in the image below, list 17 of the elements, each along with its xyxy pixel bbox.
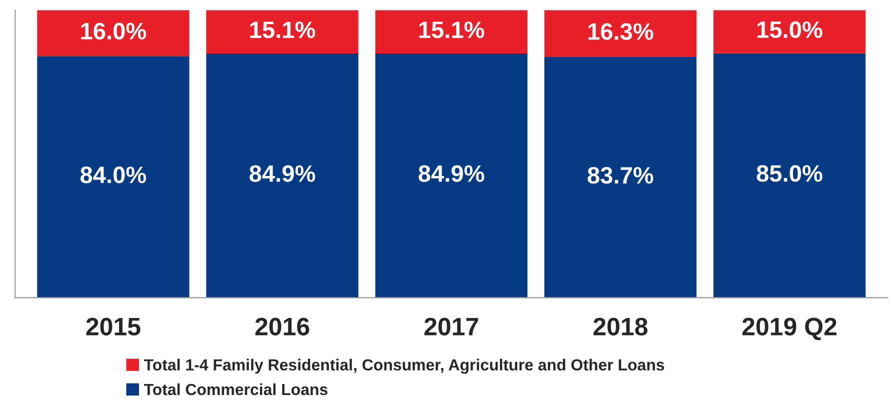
x-tick-label: 2019 Q2 (742, 318, 836, 340)
data-label: 83.7% (588, 166, 654, 184)
data-label: 85.0% (756, 165, 822, 182)
x-tick-label: 2015 (86, 318, 140, 336)
x-tick-label: 2017 (424, 318, 478, 336)
data-label: 16.0% (81, 22, 146, 40)
data-label: 16.3% (588, 23, 654, 40)
data-label: 84.9% (418, 165, 484, 182)
data-label: 15.1% (419, 22, 484, 38)
x-tick-label: 2018 (593, 318, 648, 336)
data-label: 15.0% (757, 21, 822, 38)
legend-label: Total Commercial Loans (144, 383, 328, 396)
data-label: 84.0% (80, 166, 146, 184)
data-label: 84.9% (250, 165, 316, 182)
legend-label: Total 1-4 Family Residential, Consumer, Agriculture and Other Loans (144, 358, 664, 374)
data-label: 15.1% (250, 22, 316, 38)
x-tick-label: 2016 (255, 318, 310, 336)
